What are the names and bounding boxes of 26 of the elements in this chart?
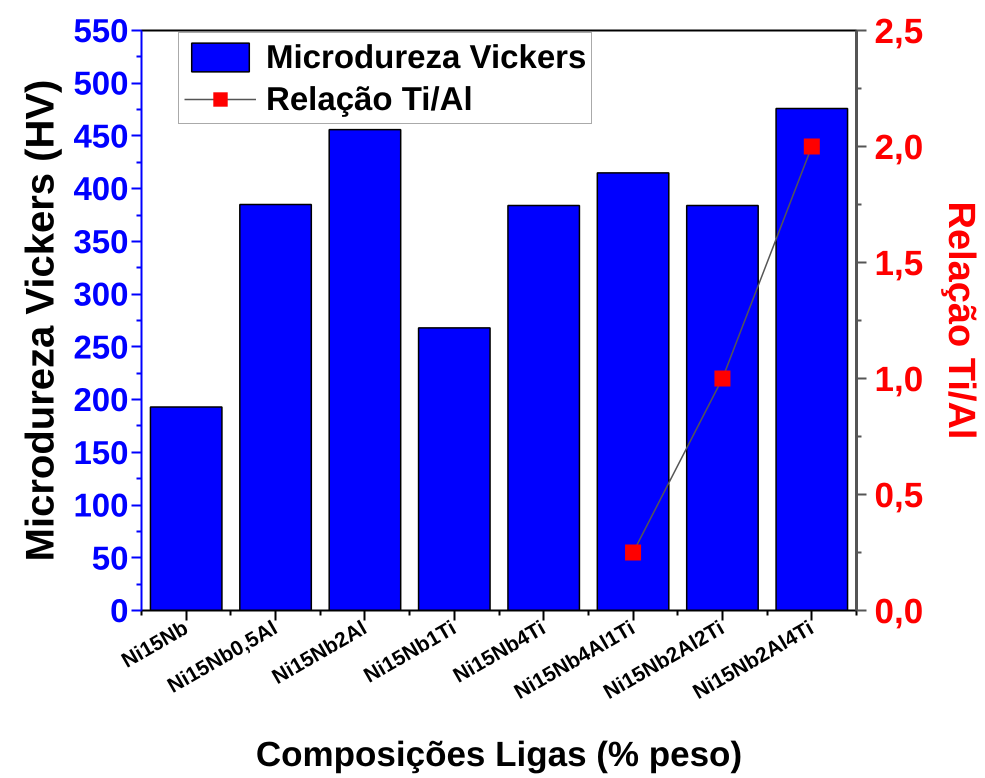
y-tick-label: 200: [73, 381, 129, 418]
y2-tick-label: 0,5: [874, 476, 924, 515]
x-axis-title: Composições Ligas (% peso): [256, 734, 742, 774]
y2-axis-title: Relação Ti/Al: [940, 202, 982, 440]
y-tick-label: 100: [73, 486, 129, 524]
y-tick-label: 550: [73, 12, 129, 49]
y2-tick-label: 1,5: [874, 244, 924, 283]
point: [714, 370, 730, 386]
y-tick-label: 450: [73, 117, 129, 154]
y-tick-label: 300: [73, 276, 129, 313]
y-axis-title: Microdureza Vickers (HV): [18, 80, 62, 562]
y2-tick-label: 1,0: [874, 360, 924, 399]
point: [804, 138, 820, 154]
y-tick-label: 0: [110, 592, 129, 629]
point: [625, 544, 642, 560]
y-tick-label: 50: [92, 539, 129, 576]
y-tick-label: 150: [73, 434, 129, 471]
legend-label: Relação Ti/Al: [266, 80, 474, 118]
y-tick-label: 250: [73, 328, 129, 366]
y-tick-label: 400: [73, 170, 129, 208]
y2-tick-label: 2,5: [874, 12, 924, 51]
y-tick-label: 500: [73, 64, 129, 102]
legend-label: Microdureza Vickers: [266, 38, 586, 76]
y2-tick-label: 2,0: [874, 128, 924, 167]
y2-tick-label: 0,0: [874, 592, 924, 631]
y-tick-label: 350: [73, 222, 129, 260]
